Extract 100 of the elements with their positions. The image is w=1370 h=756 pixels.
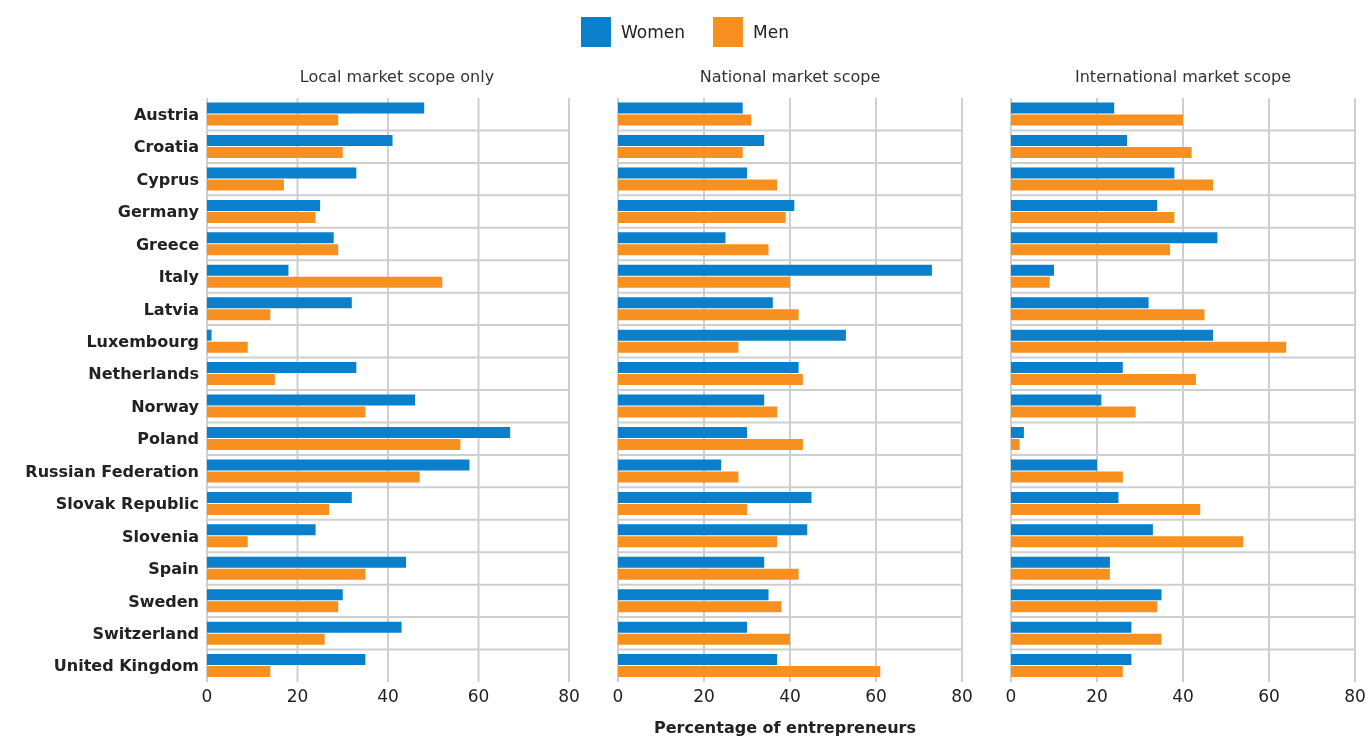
bar xyxy=(207,524,316,536)
bar xyxy=(1011,459,1097,471)
bar xyxy=(618,309,799,321)
bar xyxy=(618,167,747,179)
bar xyxy=(618,264,932,276)
y-tick-label: Russian Federation xyxy=(25,461,199,481)
bar xyxy=(1011,491,1119,503)
bar xyxy=(1011,503,1201,515)
bar xyxy=(1011,362,1123,374)
bar xyxy=(618,329,846,341)
bar xyxy=(1011,568,1110,580)
x-tick-label: 60 xyxy=(1258,686,1280,707)
legend-label: Women xyxy=(621,22,686,42)
bar xyxy=(618,374,803,386)
bar xyxy=(618,362,799,374)
bar xyxy=(618,276,790,288)
bar xyxy=(1011,102,1115,114)
bar xyxy=(1011,589,1162,601)
bar xyxy=(1011,244,1171,256)
bar xyxy=(207,211,316,223)
bar xyxy=(207,179,284,191)
bar xyxy=(618,459,722,471)
bar xyxy=(207,633,325,645)
y-tick-label: Spain xyxy=(148,559,199,579)
bar xyxy=(618,297,773,309)
chart-title: National market scope xyxy=(698,66,882,88)
bar xyxy=(1011,666,1123,678)
bar xyxy=(1011,297,1149,309)
bar xyxy=(1011,276,1050,288)
bar xyxy=(207,426,511,438)
x-axis-title: Percentage of entrepreneurs xyxy=(653,718,917,737)
bar xyxy=(618,654,778,666)
bar xyxy=(207,341,248,353)
bar xyxy=(618,556,765,568)
bar xyxy=(618,536,778,548)
bar xyxy=(1011,438,1020,450)
bar xyxy=(1011,394,1102,406)
bar xyxy=(1011,374,1196,386)
bar xyxy=(207,102,425,114)
bar xyxy=(207,146,343,158)
bar xyxy=(1011,341,1287,353)
bar xyxy=(1011,264,1054,276)
bar xyxy=(1011,329,1214,341)
y-tick-label: Netherlands xyxy=(88,364,199,384)
bar xyxy=(1011,232,1218,244)
y-tick-label: Switzerland xyxy=(92,624,199,644)
bar xyxy=(618,211,786,223)
x-tick-label: 80 xyxy=(558,686,580,707)
bar xyxy=(618,244,769,256)
bar xyxy=(207,654,366,666)
bar xyxy=(618,503,747,515)
bar xyxy=(207,459,470,471)
bar xyxy=(618,471,739,483)
y-tick-label: Poland xyxy=(137,429,199,449)
bar xyxy=(1011,211,1175,223)
bar xyxy=(618,438,803,450)
bar xyxy=(618,199,795,211)
bar xyxy=(207,329,212,341)
bar xyxy=(207,556,407,568)
bar xyxy=(207,244,339,256)
bar xyxy=(1011,146,1192,158)
bar xyxy=(1011,601,1158,613)
bar xyxy=(207,297,352,309)
x-tick-label: 20 xyxy=(286,686,309,707)
bar xyxy=(618,341,739,353)
bar xyxy=(1011,167,1175,179)
bar xyxy=(1011,633,1162,645)
legend-label: Men xyxy=(753,22,789,42)
bar xyxy=(207,167,357,179)
x-tick-label: 0 xyxy=(1005,686,1017,707)
bar xyxy=(207,406,366,418)
bar xyxy=(618,491,812,503)
bar xyxy=(618,524,808,536)
bar xyxy=(1011,406,1136,418)
bar xyxy=(207,276,443,288)
bar xyxy=(1011,654,1132,666)
bar xyxy=(207,264,289,276)
bar xyxy=(1011,199,1158,211)
bar xyxy=(1011,179,1214,191)
y-tick-label: Norway xyxy=(131,396,200,416)
x-tick-label: 20 xyxy=(1086,686,1108,707)
chart-title: Local market scope only xyxy=(298,66,496,88)
x-tick-label: 0 xyxy=(612,686,624,707)
bar xyxy=(207,114,339,126)
x-tick-label: 60 xyxy=(467,686,490,707)
bar xyxy=(207,503,330,515)
y-tick-label: United Kingdom xyxy=(53,656,199,676)
x-tick-label: 80 xyxy=(951,686,973,707)
bar xyxy=(207,232,334,244)
bar xyxy=(618,114,752,126)
bar xyxy=(207,568,366,580)
bar xyxy=(1011,536,1244,548)
bar xyxy=(207,199,321,211)
bar xyxy=(618,621,747,633)
bar xyxy=(207,134,393,146)
bar xyxy=(207,309,271,321)
bar xyxy=(1011,114,1183,126)
y-tick-label: Sweden xyxy=(128,591,199,611)
x-tick-label: 20 xyxy=(693,686,715,707)
bar xyxy=(207,666,271,678)
